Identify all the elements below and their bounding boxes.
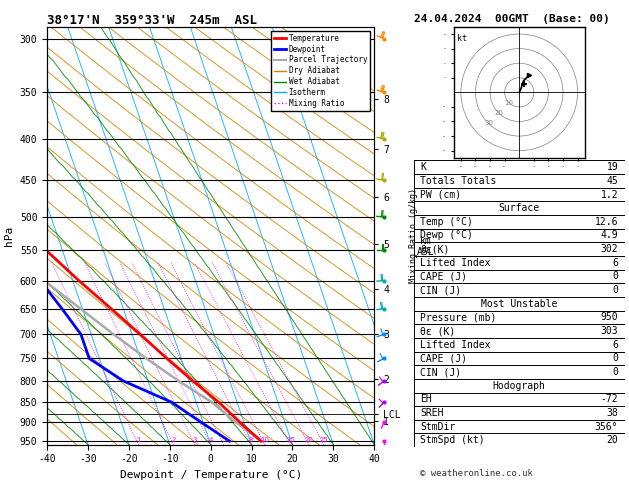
- Text: 0: 0: [613, 285, 618, 295]
- Text: 3: 3: [193, 437, 198, 443]
- Text: 5: 5: [221, 437, 226, 443]
- Text: © weatheronline.co.uk: © weatheronline.co.uk: [420, 469, 533, 478]
- Text: 4: 4: [209, 437, 213, 443]
- Text: StmDir: StmDir: [420, 422, 455, 432]
- Text: -72: -72: [601, 394, 618, 404]
- Text: kt: kt: [457, 34, 467, 43]
- Text: CAPE (J): CAPE (J): [420, 353, 467, 364]
- Y-axis label: hPa: hPa: [4, 226, 14, 246]
- Text: 303: 303: [601, 326, 618, 336]
- Text: 6: 6: [613, 258, 618, 268]
- Text: PW (cm): PW (cm): [420, 190, 461, 200]
- Text: 15: 15: [286, 437, 295, 443]
- Text: 10: 10: [504, 100, 513, 105]
- Text: EH: EH: [420, 394, 432, 404]
- Text: 10: 10: [260, 437, 269, 443]
- Text: 356°: 356°: [595, 422, 618, 432]
- Text: 19: 19: [606, 162, 618, 172]
- Text: CAPE (J): CAPE (J): [420, 272, 467, 281]
- Text: 30: 30: [484, 120, 493, 126]
- X-axis label: Dewpoint / Temperature (°C): Dewpoint / Temperature (°C): [120, 470, 302, 480]
- Text: Temp (°C): Temp (°C): [420, 217, 473, 227]
- Text: 1.2: 1.2: [601, 190, 618, 200]
- Text: 24.04.2024  00GMT  (Base: 00): 24.04.2024 00GMT (Base: 00): [414, 14, 610, 24]
- Text: 38°17'N  359°33'W  245m  ASL: 38°17'N 359°33'W 245m ASL: [47, 14, 257, 27]
- Text: Surface: Surface: [499, 203, 540, 213]
- Text: θε(K): θε(K): [420, 244, 450, 254]
- Text: 0: 0: [613, 353, 618, 364]
- Text: StmSpd (kt): StmSpd (kt): [420, 435, 485, 445]
- Text: Hodograph: Hodograph: [493, 381, 546, 391]
- Text: 0: 0: [613, 272, 618, 281]
- Text: CIN (J): CIN (J): [420, 285, 461, 295]
- Text: 20: 20: [494, 110, 503, 116]
- Text: Pressure (mb): Pressure (mb): [420, 312, 496, 322]
- Text: Most Unstable: Most Unstable: [481, 299, 557, 309]
- Text: 1: 1: [136, 437, 141, 443]
- Text: 20: 20: [606, 435, 618, 445]
- Text: CIN (J): CIN (J): [420, 367, 461, 377]
- Text: 2: 2: [171, 437, 175, 443]
- Text: 20: 20: [304, 437, 313, 443]
- Text: 4.9: 4.9: [601, 230, 618, 241]
- Text: Totals Totals: Totals Totals: [420, 176, 496, 186]
- Text: SREH: SREH: [420, 408, 443, 418]
- Legend: Temperature, Dewpoint, Parcel Trajectory, Dry Adiabat, Wet Adiabat, Isotherm, Mi: Temperature, Dewpoint, Parcel Trajectory…: [271, 31, 370, 111]
- Text: Lifted Index: Lifted Index: [420, 258, 491, 268]
- Text: Lifted Index: Lifted Index: [420, 340, 491, 350]
- Text: θε (K): θε (K): [420, 326, 455, 336]
- Text: 0: 0: [613, 367, 618, 377]
- Text: Mixing Ratio (g/kg): Mixing Ratio (g/kg): [409, 188, 418, 283]
- Text: K: K: [420, 162, 426, 172]
- Text: 302: 302: [601, 244, 618, 254]
- Text: 38: 38: [606, 408, 618, 418]
- Text: 12.6: 12.6: [595, 217, 618, 227]
- Text: 25: 25: [320, 437, 328, 443]
- Text: Dewp (°C): Dewp (°C): [420, 230, 473, 241]
- Y-axis label: km
ASL: km ASL: [417, 236, 435, 257]
- Text: 45: 45: [606, 176, 618, 186]
- Text: 8: 8: [249, 437, 253, 443]
- Text: 950: 950: [601, 312, 618, 322]
- Text: 6: 6: [613, 340, 618, 350]
